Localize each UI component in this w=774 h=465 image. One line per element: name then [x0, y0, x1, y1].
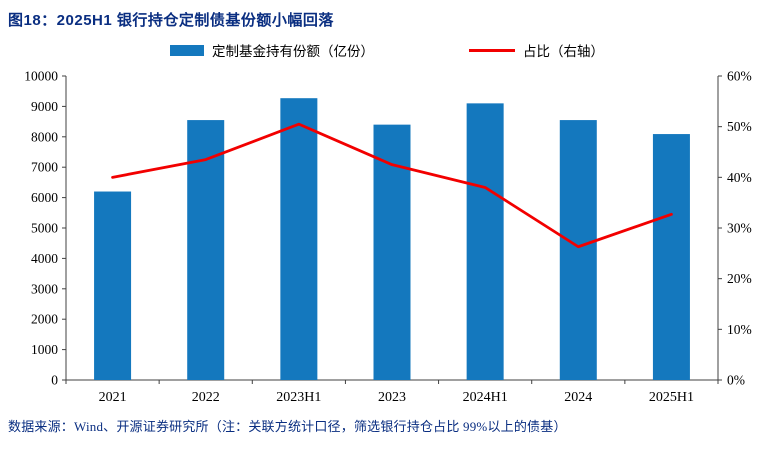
line-legend-swatch-icon [469, 48, 515, 52]
x-axis-category-label: 2024 [564, 390, 592, 405]
left-axis-tick-label: 6000 [31, 190, 58, 205]
left-axis-tick-label: 4000 [31, 251, 58, 266]
legend-item-line: 占比（右轴） [469, 40, 604, 60]
right-axis-tick-label: 50% [727, 119, 752, 134]
bar-2024 [559, 120, 597, 380]
chart-title: 图18：2025H1 银行持仓定制债基份额小幅回落 [8, 12, 334, 29]
bar-2023H1 [280, 98, 318, 380]
left-axis-tick-label: 2000 [31, 312, 58, 327]
left-axis-tick-label: 5000 [31, 221, 58, 236]
right-axis-tick-label: 30% [727, 221, 752, 236]
bar-legend-label: 定制基金持有份额（亿份） [212, 44, 374, 59]
bar-2022 [187, 120, 225, 380]
left-axis-tick-label: 0 [51, 373, 58, 388]
ratio-line-series [111, 122, 673, 249]
right-axis-tick-label: 0% [727, 373, 745, 388]
left-axis-tick-label: 1000 [31, 342, 58, 357]
right-axis-tick-label: 40% [727, 170, 752, 185]
chart-legend: 定制基金持有份额（亿份） 占比（右轴） [0, 34, 774, 66]
right-axis-tick-label: 60% [727, 69, 752, 84]
left-axis-tick-label: 9000 [31, 99, 58, 114]
bar-2023 [373, 124, 411, 380]
x-axis-category-label: 2021 [99, 390, 127, 405]
bar-line-chart: 0 1000 2000 3000 4000 5000 6000 7000 8000 9000 100… [24, 69, 752, 406]
data-source-note: 数据来源：Wind、开源证券研究所（注：关联方统计口径，筛选银行持仓占比 99%… [8, 419, 567, 434]
legend-item-bar: 定制基金持有份额（亿份） [170, 40, 374, 60]
left-axis-tick-label: 7000 [31, 160, 58, 175]
x-axis-category-label: 2023H1 [276, 390, 321, 405]
bar-2024H1 [466, 103, 504, 381]
left-axis-tick-label: 10000 [24, 69, 58, 84]
left-axis-tick-label: 3000 [31, 281, 58, 296]
x-axis-category-label: 2023 [378, 390, 406, 405]
x-axis-category-label: 2022 [192, 390, 220, 405]
bar-legend-swatch-icon [170, 44, 204, 56]
left-axis-tick-label: 8000 [31, 129, 58, 144]
line-legend-label: 占比（右轴） [523, 44, 604, 59]
bar-2025H1 [652, 134, 690, 380]
right-axis-tick-label: 10% [727, 322, 752, 337]
bar-2021 [94, 191, 132, 380]
x-axis-category-label: 2024H1 [463, 390, 508, 405]
right-axis-tick-label: 20% [727, 271, 752, 286]
x-axis-category-label: 2025H1 [649, 390, 694, 405]
